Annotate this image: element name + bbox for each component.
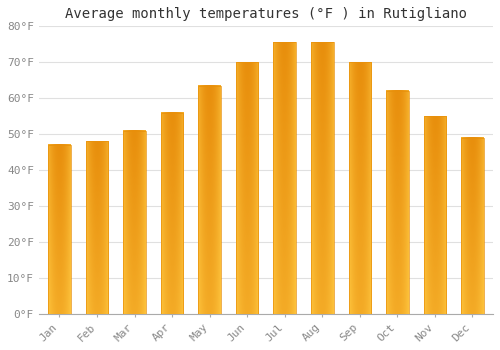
Title: Average monthly temperatures (°F ) in Rutigliano: Average monthly temperatures (°F ) in Ru… [65,7,467,21]
Bar [198,86,221,314]
Bar [274,42,296,314]
Bar [348,62,371,314]
Bar [386,91,408,314]
Bar [236,62,258,314]
Bar [86,141,108,314]
Bar [161,113,184,314]
Bar [311,42,334,314]
Bar [424,116,446,314]
Bar [461,138,483,314]
Bar [124,131,146,314]
Bar [48,145,70,314]
